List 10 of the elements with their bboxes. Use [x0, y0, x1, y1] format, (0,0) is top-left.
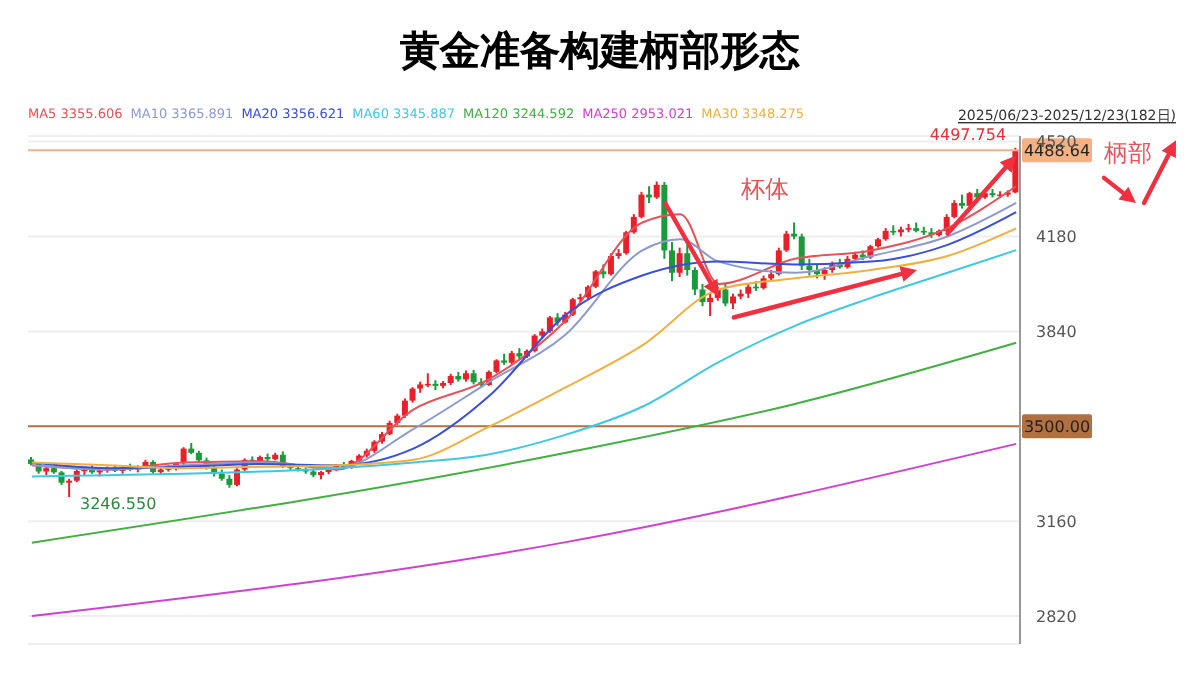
y-tick-label: 3840	[1036, 323, 1077, 342]
y-tick-label: 2820	[1036, 607, 1077, 626]
chart-title: 黄金准备构建柄部形态	[398, 24, 802, 78]
y-tick-label: 3160	[1036, 512, 1077, 531]
annotation: 3246.550	[79, 495, 157, 514]
annotation: 杯体	[739, 175, 790, 204]
y-tick-label: 4180	[1036, 228, 1077, 247]
text: 柄部	[1102, 139, 1152, 168]
ref-line-label: 3500.00	[1023, 418, 1091, 437]
annotation: 4497.754	[929, 125, 1007, 144]
